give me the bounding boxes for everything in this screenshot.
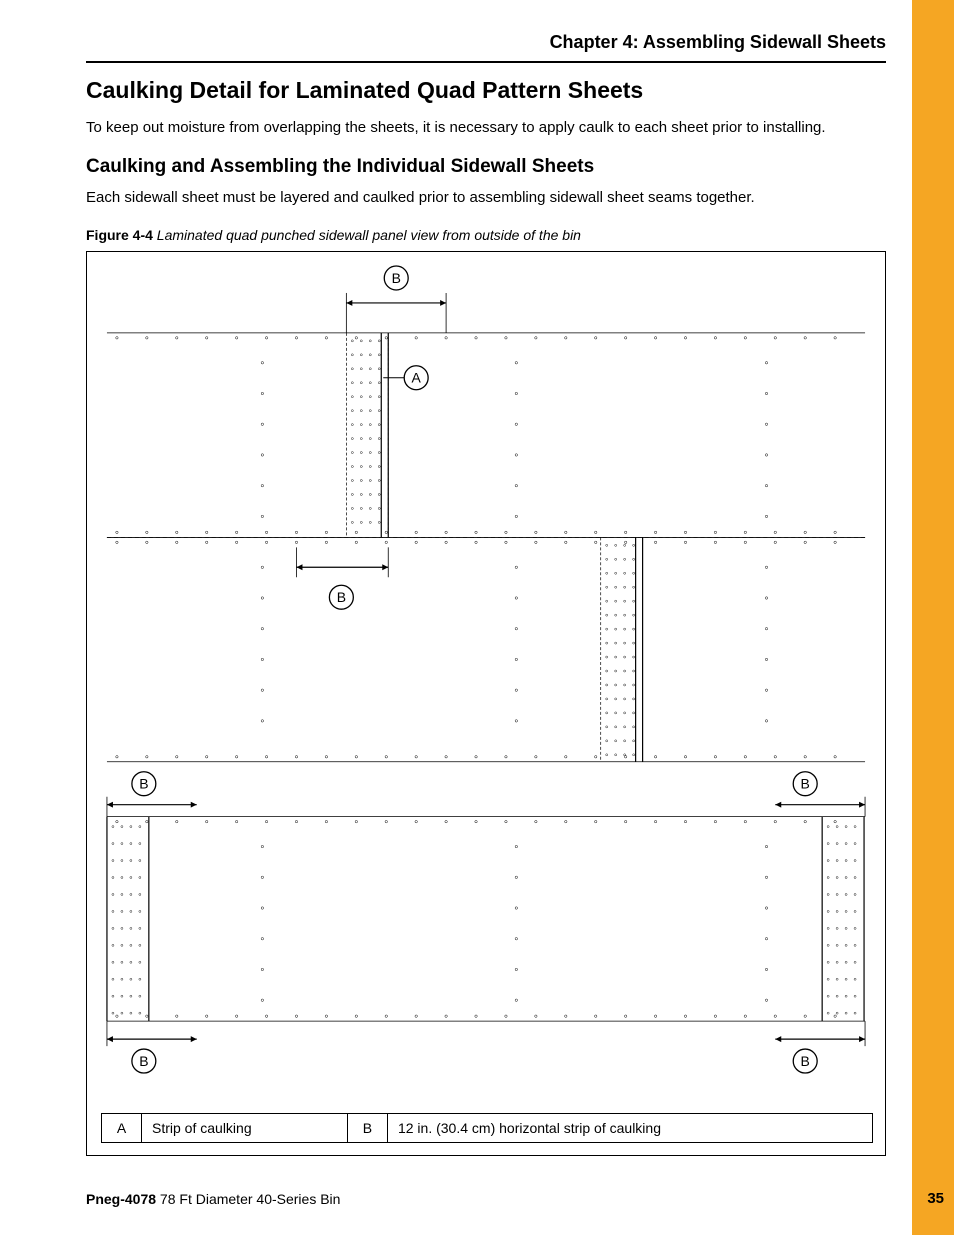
page-content: Chapter 4: Assembling Sidewall Sheets Ca…: [86, 32, 886, 1156]
svg-text:B: B: [139, 775, 148, 791]
svg-text:B: B: [139, 1053, 148, 1069]
diagram-svg: B A B B B B B: [87, 252, 885, 1102]
sub-paragraph: Each sidewall sheet must be layered and …: [86, 188, 886, 208]
legend-a-val: Strip of caulking: [142, 1113, 348, 1142]
footer: Pneg-4078 78 Ft Diameter 40-Series Bin: [86, 1191, 886, 1207]
sub-title: Caulking and Assembling the Individual S…: [86, 156, 886, 178]
legend-a-key: A: [102, 1113, 142, 1142]
figure-description: Laminated quad punched sidewall panel vi…: [157, 227, 581, 243]
legend-b-val: 12 in. (30.4 cm) horizontal strip of cau…: [387, 1113, 872, 1142]
legend-table: A Strip of caulking B 12 in. (30.4 cm) h…: [101, 1113, 873, 1143]
svg-text:B: B: [392, 269, 401, 285]
figure-caption: Figure 4-4 Laminated quad punched sidewa…: [86, 227, 886, 243]
figure-number: Figure 4-4: [86, 227, 153, 243]
svg-text:B: B: [337, 589, 346, 605]
intro-paragraph: To keep out moisture from overlapping th…: [86, 118, 886, 138]
svg-text:B: B: [801, 1053, 810, 1069]
svg-text:A: A: [412, 369, 422, 385]
footer-title: 78 Ft Diameter 40-Series Bin: [156, 1191, 340, 1207]
orange-sidebar: [912, 0, 954, 1235]
chapter-header: Chapter 4: Assembling Sidewall Sheets: [86, 32, 886, 63]
main-title: Caulking Detail for Laminated Quad Patte…: [86, 77, 886, 104]
svg-text:B: B: [801, 775, 810, 791]
figure-box: B A B B B B B A Strip of caulking B 12 in. (30…: [86, 251, 886, 1156]
legend-b-key: B: [347, 1113, 387, 1142]
page-number: 35: [927, 1190, 944, 1207]
footer-docnum: Pneg-4078: [86, 1191, 156, 1207]
